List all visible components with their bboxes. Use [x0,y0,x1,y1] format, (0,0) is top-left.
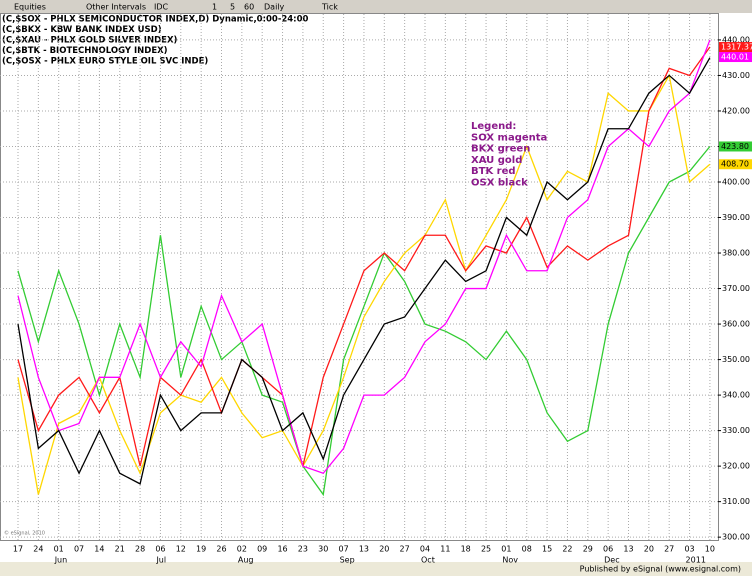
x-tick-label: 20 [644,545,654,554]
y-tick-label: 330.00 [722,426,750,435]
toolbar-item[interactable]: Equities [14,3,46,12]
y-tick-label: 350.00 [722,355,750,364]
last-value-label: 1317.37 [721,43,752,52]
toolbar [0,0,752,13]
x-tick-label: 01 [54,545,64,554]
x-tick-label: 29 [583,545,593,554]
toolbar-item[interactable]: Tick [321,3,338,12]
x-tick-label: 25 [481,545,491,554]
y-tick-label: 440.00 [722,35,750,44]
series-header: (C,$OSX - PHLX EURO STYLE OIL SVC INDE) [2,57,208,67]
x-tick-label: 14 [94,545,104,554]
x-tick-label: 04 [420,545,430,554]
y-tick-label: 340.00 [722,391,750,400]
y-tick-label: 370.00 [722,284,750,293]
last-value-box [719,42,752,53]
x-tick-label: 02 [237,545,247,554]
x-tick-label: 30 [318,545,328,554]
x-tick-label: 03 [684,545,694,554]
y-tick-label: 400.00 [722,177,750,186]
month-label: 2011 [686,556,706,565]
last-value-box [719,159,752,170]
x-tick-label: 17 [13,545,23,554]
series-line [17,46,711,467]
x-tick-label: 13 [359,545,369,554]
x-tick-label: 06 [155,545,165,554]
month-label: Sep [340,556,355,565]
x-tick-label: 23 [298,545,308,554]
x-tick-label: 21 [115,545,125,554]
x-tick-label: 13 [623,545,633,554]
x-tick-label: 07 [339,545,349,554]
last-value-box [719,141,752,152]
y-tick-label: 320.00 [722,462,750,471]
y-tick-label: 360.00 [722,320,750,329]
month-label: Jul [155,556,166,565]
x-tick-label: 27 [664,545,674,554]
month-label: Jun [54,556,67,565]
x-tick-label: 26 [216,545,226,554]
series-header: (C,$BTK - BIOTECHNOLOGY INDEX) [2,46,168,56]
last-value-box [719,52,752,63]
x-tick-label: 09 [257,545,267,554]
x-tick-label: 01 [501,545,511,554]
annotation: XAU gold [471,155,522,166]
x-tick-label: 20 [379,545,389,554]
status-bar [0,562,752,576]
x-tick-label: 15 [542,545,552,554]
y-tick-label: 430.00 [722,71,750,80]
toolbar-item[interactable]: 60 [244,3,254,12]
footer: Published by eSignal (www.esignal.com) [580,565,741,574]
x-tick-label: 07 [74,545,84,554]
x-tick-label: 27 [400,545,410,554]
x-tick-label: 16 [277,545,287,554]
month-label: Oct [421,556,435,565]
month-label: Aug [238,556,254,565]
series-line [17,39,711,474]
series-line [17,146,711,497]
x-tick-label: 12 [176,545,186,554]
y-tick-label: 420.00 [722,106,750,115]
x-tick-label: 08 [522,545,532,554]
toolbar-item[interactable]: 5 [230,3,235,12]
x-tick-label: 22 [562,545,572,554]
toolbar-item[interactable]: Daily [264,3,285,12]
y-tick-label: 310.00 [722,497,750,506]
annotation: Legend: [471,121,516,132]
month-label: Nov [502,556,518,565]
x-tick-label: 10 [705,545,715,554]
last-value-label: 408.70 [721,160,749,169]
last-value-label: 440.01 [721,53,749,62]
toolbar-item[interactable]: 1 [212,3,217,12]
annotation: SOX magenta [471,132,547,143]
series-header: (C,$XAU - PHLX GOLD SILVER INDEX) [2,36,178,46]
copyright: © eSignal, 2010 [4,530,45,537]
annotation: OSX black [471,178,528,189]
y-tick-label: 300.00 [722,533,750,542]
series-line [17,57,711,485]
x-tick-label: 19 [196,545,206,554]
x-tick-label: 18 [461,545,471,554]
x-tick-label: 11 [440,545,450,554]
y-tick-label: 390.00 [722,213,750,222]
plot-area [0,13,719,541]
series-line [17,73,711,495]
x-tick-label: 06 [603,545,613,554]
series-header: (C,$BKX - KBW BANK INDEX USD) [2,25,162,35]
annotation: BKX green [471,144,530,155]
month-label: Dec [604,556,619,565]
x-tick-label: 24 [33,545,43,554]
last-value-label: 423.80 [721,142,749,151]
toolbar-item[interactable]: IDC [154,3,169,12]
toolbar-item[interactable]: Other Intervals [86,3,146,12]
series-header: (C,$SOX - PHLX SEMICONDUCTOR INDEX,D) Dy… [2,15,308,25]
y-tick-label: 380.00 [722,249,750,258]
x-tick-label: 28 [135,545,145,554]
annotation: BTK red [471,166,516,177]
